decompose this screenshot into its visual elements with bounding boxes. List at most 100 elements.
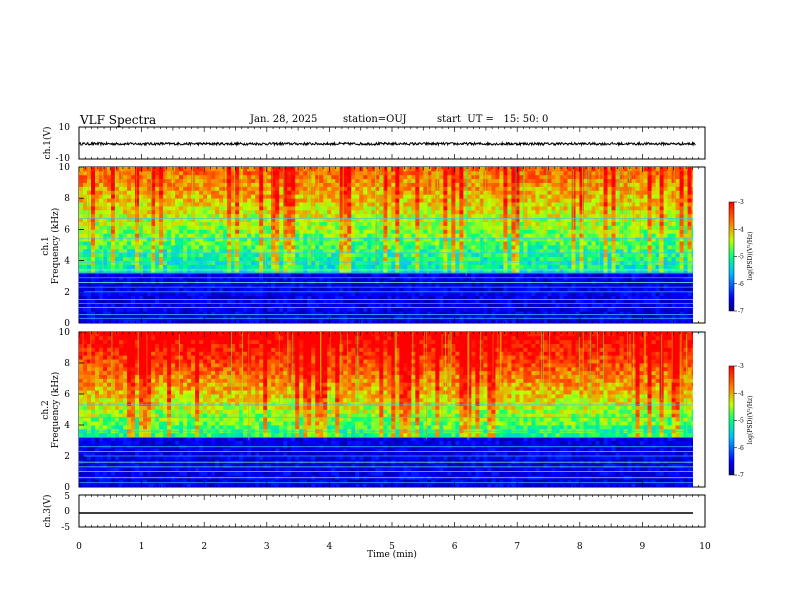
spectrogram-cell	[303, 295, 308, 300]
spectrogram-cell	[211, 206, 216, 211]
spectrogram-cell	[251, 178, 256, 183]
spectrogram-cell	[339, 225, 344, 230]
spectrogram-cell	[303, 276, 308, 281]
spectrogram-cell	[471, 291, 476, 297]
spectrogram-cell	[483, 315, 488, 320]
spectrogram-cell	[543, 284, 548, 289]
spectrogram-cell	[107, 272, 112, 277]
spectrogram-cell	[275, 311, 280, 316]
spectrogram-cell	[351, 264, 356, 269]
spectrogram-cell	[211, 311, 216, 316]
spectrogram-cell	[431, 229, 436, 234]
spectrogram-cell	[319, 260, 324, 265]
spectrogram-cell	[291, 299, 296, 304]
spectrogram-cell	[191, 170, 196, 176]
spectrogram-cell	[255, 284, 260, 289]
spectrogram-cell	[163, 311, 168, 316]
spectrogram-cell	[199, 233, 204, 238]
spectrogram-cell	[223, 241, 228, 246]
spectrogram-cell	[95, 178, 100, 183]
spectrogram-cell	[231, 287, 236, 293]
spectrogram-cell	[107, 167, 112, 172]
spectrogram-cell	[567, 307, 572, 312]
spectrogram-cell	[251, 206, 256, 211]
spectrogram-cell	[319, 291, 324, 297]
spectrogram-cell	[371, 225, 376, 230]
spectrogram-cell	[555, 291, 560, 297]
spectrogram-cell	[563, 167, 568, 172]
spectrogram-cell	[383, 256, 388, 261]
spectrogram-cell	[195, 174, 200, 180]
spectrogram-cell	[563, 190, 568, 195]
spectrogram-cell	[135, 229, 140, 234]
spectrogram-cell	[247, 284, 252, 289]
spectrogram-cell	[387, 186, 392, 191]
spectrogram-cell	[303, 241, 308, 246]
spectrogram-cell	[499, 170, 504, 176]
spectrogram-cell	[171, 229, 176, 234]
spectrogram-cell	[371, 256, 376, 261]
spectrogram-cell	[359, 213, 364, 219]
spectrogram-cell	[511, 194, 516, 199]
spectrogram-cell	[159, 190, 164, 195]
spectrogram-cell	[151, 190, 156, 195]
spectrogram-cell	[423, 213, 428, 219]
spectrogram-cell	[455, 186, 460, 191]
spectrogram-cell	[447, 276, 452, 281]
spectrogram-cell	[243, 307, 248, 312]
spectrogram-cell	[479, 256, 484, 261]
spectrogram-cell	[187, 217, 192, 222]
spectrogram-cell	[403, 256, 408, 261]
spectrogram-cell	[355, 319, 360, 323]
spectrogram-cell	[367, 295, 372, 300]
spectrogram-cell	[503, 299, 508, 304]
spectrogram-cell	[391, 174, 396, 180]
spectrogram-cell	[567, 202, 572, 207]
spectrogram-cell	[211, 182, 216, 187]
spectrogram-cell	[87, 209, 92, 215]
spectrogram-cell	[531, 248, 536, 254]
spectrogram-cell	[131, 229, 136, 234]
spectrogram-cell	[527, 315, 532, 320]
spectrogram-cell	[563, 198, 568, 203]
spectrogram-cell	[319, 252, 324, 258]
spectrogram-cell	[315, 190, 320, 195]
spectrogram-cell	[199, 311, 204, 316]
spectrogram-cell	[319, 186, 324, 191]
spectrogram-cell	[155, 311, 160, 316]
spectrogram-cell	[439, 167, 444, 172]
spectrogram-cell	[315, 182, 320, 187]
spectrogram-cell	[459, 229, 464, 234]
spectrogram-cell	[283, 303, 288, 308]
spectrogram-cell	[407, 217, 412, 222]
spectrogram-cell	[135, 264, 140, 269]
spectrogram-cell	[467, 276, 472, 281]
spectrogram-cell	[559, 178, 564, 183]
spectrogram-cell	[367, 221, 372, 226]
spectrogram-cell	[491, 319, 496, 323]
spectrogram-cell	[315, 303, 320, 308]
spectrogram-cell	[227, 202, 232, 207]
spectrogram-cell	[399, 291, 404, 297]
spectrogram-cell	[391, 206, 396, 211]
spectrogram-cell	[299, 182, 304, 187]
spectrogram-cell	[279, 186, 284, 191]
spectrogram-cell	[239, 229, 244, 234]
spectrogram-cell	[339, 167, 344, 172]
spectrogram-cell	[487, 225, 492, 230]
spectrogram-cell	[211, 252, 216, 258]
spectrogram-cell	[299, 264, 304, 269]
spectrogram-cell	[391, 291, 396, 297]
spectrogram-cell	[499, 303, 504, 308]
spectrogram-cell	[479, 217, 484, 222]
spectrogram-cell	[367, 284, 372, 289]
spectrogram-cell	[103, 217, 108, 222]
spectrogram-cell	[563, 319, 568, 323]
spectrogram-cell	[403, 311, 408, 316]
spectrogram-cell	[279, 268, 284, 273]
spectrogram-cell	[111, 206, 116, 211]
spectrogram-cell	[555, 268, 560, 273]
spectrogram-cell	[115, 268, 120, 273]
spectrogram-cell	[379, 245, 384, 250]
spectrogram-cell	[455, 190, 460, 195]
